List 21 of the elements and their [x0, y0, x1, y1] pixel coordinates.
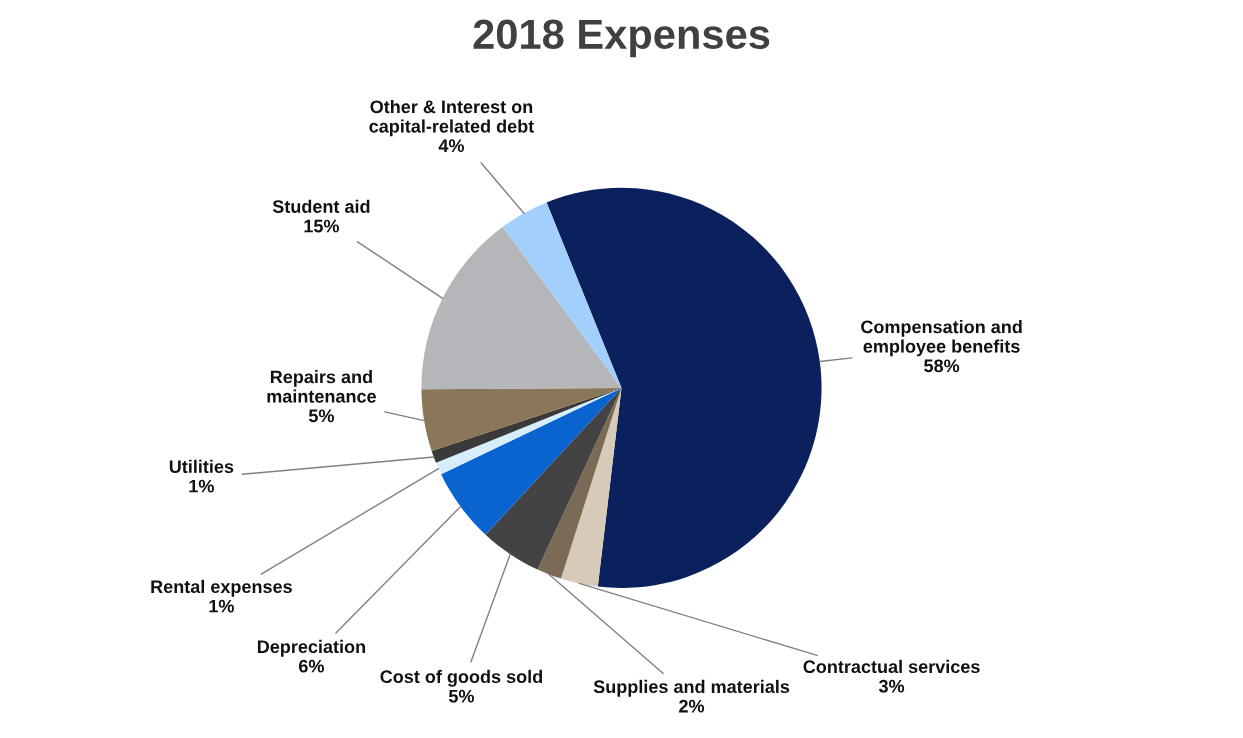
- data-label: 1%: [189, 479, 214, 493]
- slice-label: Rental expenses: [151, 579, 292, 597]
- chart-title: 2018 Expenses: [473, 19, 770, 58]
- data-label: 1%: [209, 599, 234, 613]
- data-label: 15%: [304, 219, 339, 233]
- data-label: 3%: [878, 679, 905, 693]
- slice-label: Utilities: [169, 459, 234, 474]
- data-label: 4%: [438, 139, 465, 153]
- slice-label: Other & Interest on capital-related debt: [369, 99, 535, 137]
- data-label: 5%: [308, 409, 334, 423]
- data-label: 58%: [924, 359, 960, 373]
- data-label: 6%: [299, 659, 324, 673]
- slice-label: Compensation and employee benefits: [861, 320, 1022, 357]
- slice-label: Repairs and maintenance: [267, 370, 376, 403]
- slice-label: Contractual services: [803, 659, 980, 674]
- slice-label: Cost of goods sold: [380, 669, 543, 687]
- slice-label: Student aid: [272, 199, 370, 213]
- slice-label: Depreciation: [257, 639, 365, 657]
- data-label: 2%: [679, 699, 705, 713]
- slice-label: Supplies and materials: [593, 679, 790, 697]
- data-label: 5%: [448, 689, 475, 703]
